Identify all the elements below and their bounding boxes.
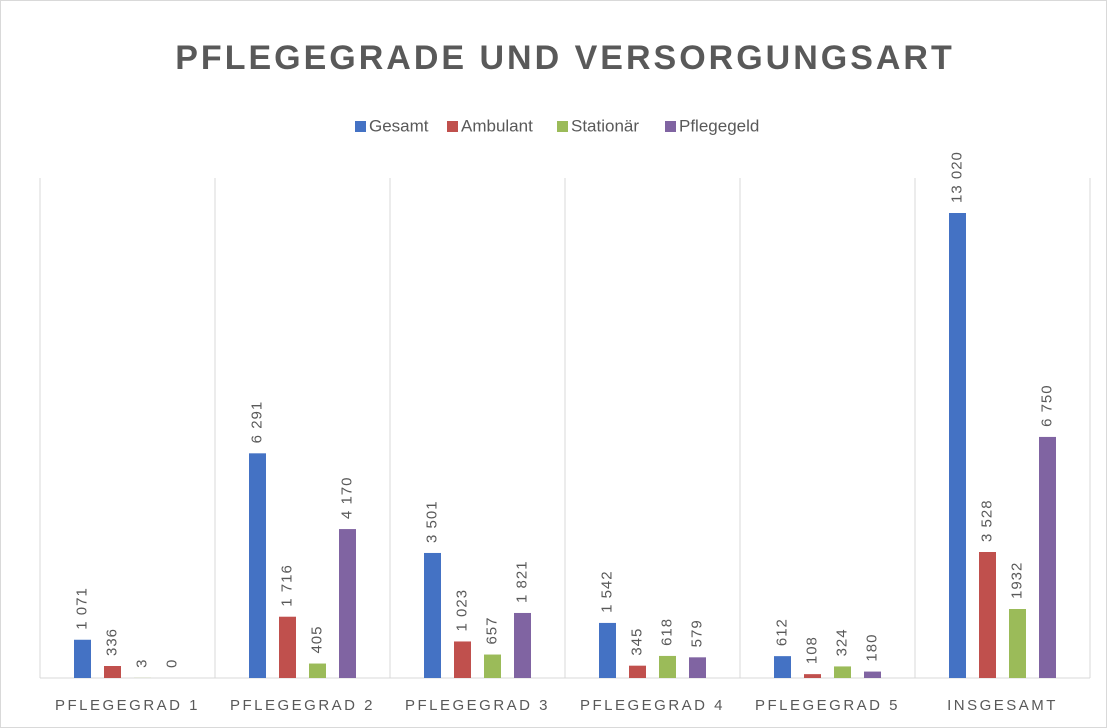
value-label: 180 — [863, 634, 880, 662]
bar — [1039, 436, 1056, 678]
bar — [249, 453, 266, 678]
value-label: 1 071 — [73, 587, 90, 630]
value-label: 618 — [658, 618, 675, 646]
bar — [804, 674, 821, 678]
value-label: 612 — [773, 618, 790, 646]
x-tick-label: PFLEGEGRAD 1 — [55, 697, 200, 714]
x-tick-label: PFLEGEGRAD 4 — [580, 697, 725, 714]
bar — [104, 666, 121, 678]
bar — [774, 656, 791, 678]
legend-label: Gesamt — [369, 116, 429, 135]
bar — [74, 639, 91, 678]
bar — [339, 529, 356, 678]
value-label: 405 — [308, 626, 325, 654]
bar — [1009, 609, 1026, 678]
value-label: 579 — [688, 619, 705, 647]
x-tick-label: INSGESAMT — [947, 697, 1058, 714]
bar — [309, 663, 326, 678]
legend-swatch — [665, 121, 676, 132]
legend-swatch — [557, 121, 568, 132]
legend-label: Ambulant — [461, 116, 533, 135]
bar — [689, 657, 706, 678]
value-label: 6 750 — [1038, 384, 1055, 427]
value-label: 4 170 — [338, 477, 355, 520]
value-label: 0 — [163, 659, 180, 668]
value-label: 1 821 — [513, 560, 530, 603]
bar — [599, 622, 616, 678]
value-label: 3 — [133, 659, 150, 668]
legend-label: Stationär — [571, 116, 639, 135]
value-label: 3 528 — [978, 499, 995, 542]
x-tick-label: PFLEGEGRAD 5 — [755, 697, 900, 714]
x-tick-label: PFLEGEGRAD 2 — [230, 697, 375, 714]
value-label: 1 542 — [598, 570, 615, 613]
bar — [629, 665, 646, 678]
bar — [979, 552, 996, 678]
value-label: 336 — [103, 628, 120, 656]
x-tick-label: PFLEGEGRAD 3 — [405, 697, 550, 714]
value-label: 1932 — [1008, 562, 1025, 599]
chart-title: PFLEGEGRADE UND VERSORGUNGSART — [175, 39, 955, 77]
value-label: 3 501 — [423, 500, 440, 543]
bar — [659, 655, 676, 678]
legend-swatch — [355, 121, 366, 132]
value-label: 6 291 — [248, 401, 265, 444]
value-label: 1 023 — [453, 589, 470, 632]
bar — [484, 654, 501, 678]
legend-label: Pflegegeld — [679, 116, 759, 135]
bar — [834, 666, 851, 678]
bar — [279, 616, 296, 678]
value-label: 1 716 — [278, 564, 295, 607]
value-label: 324 — [833, 628, 850, 656]
value-label: 108 — [803, 636, 820, 664]
bar — [949, 213, 966, 678]
value-label: 13 020 — [948, 151, 965, 203]
bar — [424, 552, 441, 678]
value-label: 345 — [628, 628, 645, 656]
bar — [864, 671, 881, 678]
value-label: 657 — [483, 617, 500, 645]
bar — [454, 641, 471, 678]
bar — [514, 612, 531, 678]
legend-swatch — [447, 121, 458, 132]
